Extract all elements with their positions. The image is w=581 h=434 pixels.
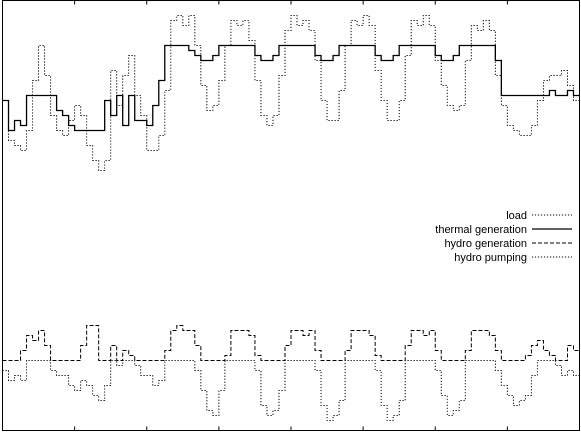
series-line-load (2, 15, 580, 171)
series-line-thermal-generation (2, 44, 580, 132)
legend-label: hydro generation (444, 238, 527, 250)
series-line-hydro-generation (2, 325, 580, 361)
series-layer (2, 15, 580, 421)
x-ticks (74, 0, 508, 431)
series-line-hydro-pumping (2, 360, 580, 421)
legend-label: load (506, 210, 527, 222)
legend: load thermal generation hydro generation hy… (435, 210, 572, 264)
legend-label: thermal generation (435, 224, 527, 236)
legend-label: hydro pumping (454, 252, 527, 264)
